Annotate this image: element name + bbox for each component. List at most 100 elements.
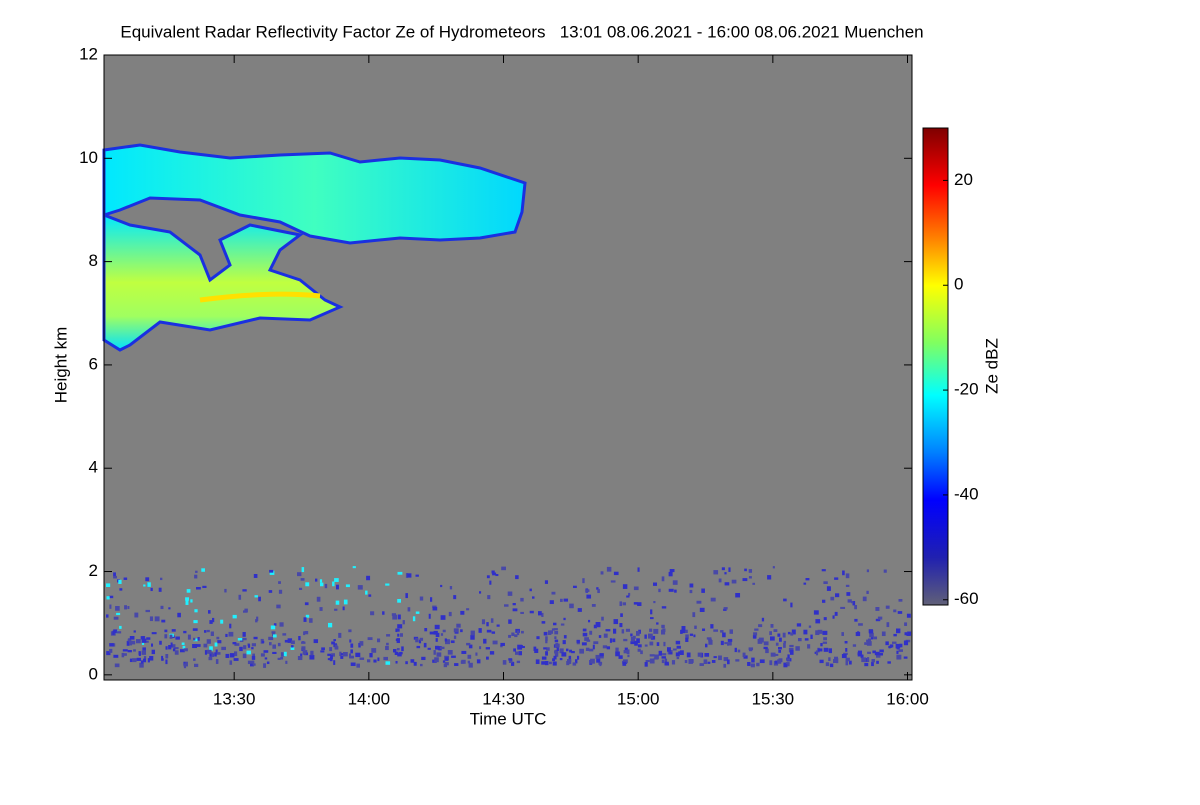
speckle bbox=[613, 628, 617, 634]
speckle bbox=[623, 638, 628, 642]
speckle bbox=[591, 604, 596, 607]
speckle bbox=[502, 660, 507, 665]
speckle bbox=[778, 647, 782, 650]
speckle bbox=[260, 653, 265, 657]
speckle bbox=[661, 656, 666, 659]
speckle bbox=[290, 640, 295, 645]
speckle bbox=[535, 659, 540, 665]
speckle bbox=[532, 596, 535, 599]
speckle bbox=[511, 632, 515, 636]
speckle bbox=[669, 569, 675, 573]
speckle bbox=[723, 608, 727, 611]
speckle bbox=[397, 633, 400, 637]
speckle bbox=[684, 660, 688, 664]
speckle bbox=[181, 642, 185, 645]
speckle bbox=[141, 638, 147, 643]
speckle bbox=[282, 633, 287, 636]
speckle bbox=[348, 629, 352, 633]
speckle bbox=[599, 653, 604, 657]
speckle bbox=[541, 661, 546, 665]
speckle bbox=[515, 651, 520, 655]
speckle bbox=[852, 601, 856, 606]
speckle bbox=[834, 611, 838, 616]
speckle bbox=[787, 663, 790, 667]
speckle bbox=[261, 640, 265, 644]
speckle bbox=[897, 611, 903, 614]
speckle bbox=[633, 586, 639, 591]
y-tick-label: 0 bbox=[89, 664, 98, 683]
speckle bbox=[892, 641, 897, 644]
speckle bbox=[116, 631, 122, 634]
speckle bbox=[228, 631, 234, 637]
speckle bbox=[247, 660, 253, 665]
speckle bbox=[232, 642, 237, 645]
speckle bbox=[815, 630, 820, 636]
speckle bbox=[896, 650, 899, 654]
speckle bbox=[723, 657, 729, 662]
speckle bbox=[164, 634, 168, 639]
speckle bbox=[444, 662, 449, 666]
speckle bbox=[563, 635, 567, 639]
speckle bbox=[453, 595, 457, 600]
speckle bbox=[804, 638, 809, 641]
speckle bbox=[514, 634, 518, 638]
speckle bbox=[211, 652, 214, 657]
speckle bbox=[656, 622, 659, 625]
speckle bbox=[710, 624, 714, 629]
speckle bbox=[382, 611, 385, 615]
speckle bbox=[825, 662, 830, 667]
speckle bbox=[735, 659, 740, 662]
speckle bbox=[836, 658, 839, 664]
speckle bbox=[122, 653, 127, 656]
speckle bbox=[649, 654, 655, 657]
speckle bbox=[603, 633, 608, 638]
speckle bbox=[658, 588, 661, 593]
speckle bbox=[127, 638, 131, 642]
speckle bbox=[415, 574, 419, 577]
plot-area bbox=[104, 55, 912, 680]
speckle bbox=[123, 577, 128, 580]
speckle bbox=[247, 644, 251, 648]
speckle bbox=[371, 648, 377, 653]
speckle bbox=[171, 629, 176, 632]
speckle bbox=[209, 620, 213, 624]
speckle bbox=[507, 591, 513, 596]
speckle bbox=[386, 642, 389, 646]
speckle bbox=[630, 633, 633, 637]
speckle bbox=[692, 612, 696, 618]
speckle bbox=[751, 657, 755, 663]
speckle bbox=[552, 661, 557, 666]
speckle bbox=[846, 592, 851, 596]
speckle bbox=[190, 599, 193, 603]
speckle bbox=[217, 640, 222, 644]
speckle bbox=[276, 604, 281, 609]
speckle bbox=[466, 608, 470, 611]
speckle bbox=[432, 605, 437, 608]
speckle bbox=[273, 623, 277, 626]
speckle bbox=[581, 642, 587, 646]
speckle bbox=[651, 635, 656, 640]
speckle bbox=[562, 640, 566, 645]
speckle bbox=[529, 610, 534, 614]
speckle bbox=[383, 656, 388, 661]
speckle bbox=[661, 624, 665, 629]
speckle bbox=[305, 614, 310, 618]
speckle bbox=[304, 631, 309, 635]
speckle bbox=[650, 617, 654, 620]
speckle bbox=[650, 609, 653, 615]
speckle bbox=[699, 663, 702, 666]
speckle bbox=[106, 583, 111, 587]
speckle bbox=[251, 647, 254, 650]
speckle bbox=[593, 624, 597, 629]
speckle bbox=[619, 601, 623, 607]
speckle bbox=[625, 628, 631, 632]
speckle bbox=[878, 653, 884, 656]
speckle bbox=[345, 584, 350, 588]
speckle bbox=[674, 589, 677, 593]
speckle bbox=[216, 636, 220, 640]
speckle bbox=[445, 639, 450, 645]
speckle bbox=[767, 575, 772, 580]
speckle bbox=[636, 631, 640, 636]
speckle bbox=[253, 636, 258, 640]
speckle bbox=[343, 599, 348, 605]
